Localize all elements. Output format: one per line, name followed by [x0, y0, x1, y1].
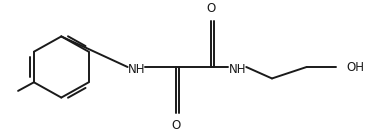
Text: NH: NH [128, 63, 145, 76]
Text: O: O [206, 2, 215, 15]
Text: O: O [171, 119, 181, 132]
Text: NH: NH [229, 63, 246, 76]
Text: OH: OH [346, 60, 364, 74]
